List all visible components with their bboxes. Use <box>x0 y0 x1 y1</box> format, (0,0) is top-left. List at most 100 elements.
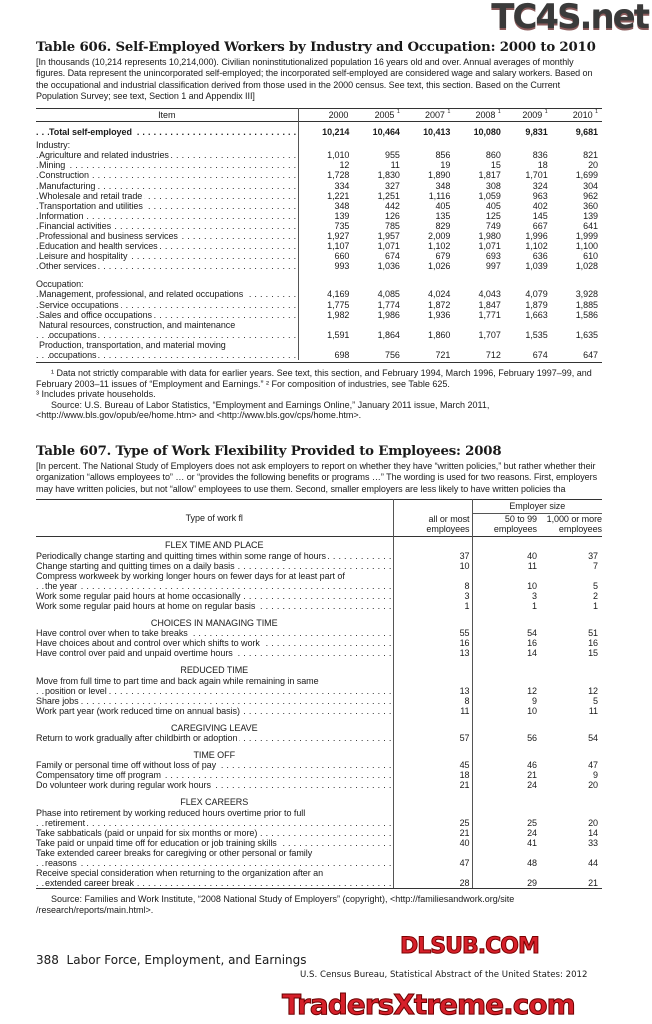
value-cell: 12 <box>339 160 350 171</box>
table-606-title: Table 606. Self-Employed Workers by Indu… <box>36 40 596 55</box>
empty-cell <box>349 340 399 350</box>
empty-cell <box>472 868 537 878</box>
table-606-grid: Item 2000 2005 1 2007 1 2008 1 2009 1 2010 1 … <box>36 107 602 361</box>
column-header-year: 2005 1 <box>349 108 400 121</box>
value-cell: 405 <box>435 200 451 211</box>
table-row: Leisure and hospitality 660 674 679 693 636 61… <box>36 251 602 262</box>
table-row: Work some regular paid hours at home occ… <box>36 590 602 601</box>
value-cell: 37 <box>393 550 473 561</box>
empty-cell <box>393 807 473 818</box>
section-heading: Industry: <box>36 137 299 151</box>
row-label: Compensatory time off program <box>36 770 163 781</box>
table-row: Education and health services 1,107 1,071 1… <box>36 241 602 252</box>
value-cell: 10,464 <box>372 127 400 138</box>
year-label: 2008 <box>475 109 496 120</box>
value-cell: 11 <box>393 705 473 716</box>
value-cell: 21 <box>393 827 473 838</box>
value-cell: 785 <box>384 220 400 231</box>
row-label-cell: Management, professional, and related oc… <box>36 289 299 300</box>
value-cell: 21 <box>588 878 598 889</box>
value-cell: 712 <box>485 350 501 360</box>
value-cell: 1,071 <box>377 241 400 252</box>
value-cell: 9,831 <box>525 127 548 138</box>
row-label: Work some regular paid hours at home on … <box>36 600 258 611</box>
value-cell: 15 <box>588 648 598 659</box>
empty-cell <box>298 137 349 150</box>
table-row: Agriculture and related industries 1,010 9… <box>36 150 602 161</box>
empty-cell <box>450 340 500 350</box>
section-heading: TIME OFF <box>36 743 394 761</box>
row-label-continuation: position or level <box>45 685 109 696</box>
row-label-cell: Do volunteer work during regular work ho… <box>36 780 394 791</box>
value-cell: 3 <box>393 590 473 601</box>
value-cell: 993 <box>334 261 350 272</box>
row-label: Transportation and utilities <box>39 200 145 211</box>
empty-cell <box>472 743 537 760</box>
row-label-cell: Information <box>36 210 299 221</box>
row-label-cell: retirement <box>36 817 394 828</box>
empty-cell <box>537 676 602 686</box>
column-header-employer-size: Employer size <box>472 499 602 515</box>
empty-cell <box>537 868 602 878</box>
value-cell: 821 <box>583 150 598 161</box>
table-607-grid: Type of work fl Employer size all or mos… <box>36 499 602 889</box>
table-row: Wholesale and retail trade 1,221 1,251 1,11… <box>36 190 602 201</box>
value-cell: 16 <box>393 638 473 649</box>
value-cell: 3,928 <box>575 289 598 300</box>
value-cell: 1,100 <box>575 241 598 252</box>
column-header-large-2: employees <box>558 524 602 535</box>
value-cell: 20 <box>588 817 598 828</box>
row-label: Financial activities <box>39 220 114 231</box>
table-606-footnote-1: ¹ Data not strictly comparable with data… <box>36 368 592 389</box>
section-heading-row: REDUCED TIME <box>36 658 602 676</box>
table-row: Manufacturing 334 327 348 308 324 304 <box>36 180 602 191</box>
value-cell: 1,635 <box>575 329 598 340</box>
value-cell: 18 <box>393 770 473 781</box>
row-label-cell: Leisure and hospitality <box>36 251 299 262</box>
value-cell: 16 <box>527 638 537 649</box>
empty-cell <box>393 868 473 879</box>
value-cell: 14 <box>527 648 537 659</box>
page-number: 388 <box>36 953 59 967</box>
year-label: 2005 <box>374 109 395 120</box>
row-label-cell: Other services <box>36 261 299 272</box>
row-label-cell: Change starting and quitting times on a … <box>36 560 394 571</box>
empty-cell <box>472 808 537 818</box>
table-row: retirement 25 25 20 <box>36 817 602 828</box>
value-cell: 1,116 <box>428 190 451 201</box>
empty-cell <box>472 790 537 807</box>
section-heading: FLEX TIME AND PLACE <box>36 536 394 551</box>
value-cell: 25 <box>527 817 537 828</box>
table-row: Periodically change starting and quittin… <box>36 550 602 561</box>
value-cell: 1,586 <box>575 309 598 320</box>
row-label-cell: Have control over when to take breaks <box>36 628 394 639</box>
row-label-continuation: reasons <box>45 858 79 869</box>
row-label-cell: Have control over paid and unpaid overti… <box>36 648 394 659</box>
value-cell: 19 <box>440 160 451 171</box>
value-cell: 962 <box>583 190 598 201</box>
value-cell: 29 <box>527 878 537 889</box>
row-label-cell: Return to work gradually after childbirt… <box>36 733 394 744</box>
table-row: Return to work gradually after childbirt… <box>36 733 602 744</box>
empty-cell <box>548 137 602 150</box>
value-cell: 10,413 <box>423 127 451 138</box>
empty-cell <box>349 320 399 330</box>
row-label: Family or personal time off without loss… <box>36 760 219 771</box>
value-cell: 860 <box>485 150 501 161</box>
value-cell: 1,830 <box>377 170 400 181</box>
value-cell: 41 <box>527 837 537 848</box>
column-header-year: 2010 1 <box>548 108 602 121</box>
value-cell: 18 <box>537 160 548 171</box>
value-cell: 37 <box>588 550 598 561</box>
table-row: Move from full time to part time and bac… <box>36 675 602 686</box>
value-cell: 11 <box>390 160 400 171</box>
value-cell: 1,699 <box>575 170 598 181</box>
table-row: Sales and office occupations 1,982 1,986 1,… <box>36 309 602 320</box>
value-cell: 1,864 <box>377 329 400 340</box>
row-label-cell: Total self-employed <box>36 121 299 138</box>
value-cell: 1,936 <box>428 309 451 320</box>
value-cell: 829 <box>435 220 451 231</box>
empty-cell <box>393 715 473 733</box>
table-606-headnote: [In thousands (10,214 represents 10,214,… <box>36 57 593 102</box>
value-cell: 1,771 <box>478 309 501 320</box>
